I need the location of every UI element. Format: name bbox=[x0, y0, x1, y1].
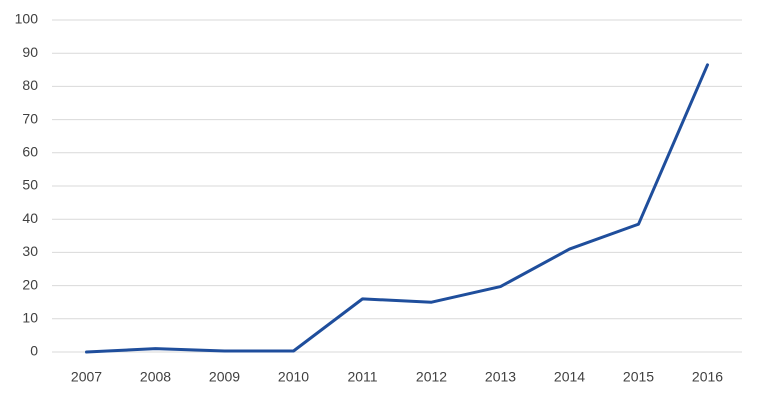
x-tick-label: 2012 bbox=[416, 369, 447, 385]
y-tick-label: 60 bbox=[22, 144, 38, 160]
x-tick-label: 2009 bbox=[209, 369, 240, 385]
x-tick-label: 2015 bbox=[623, 369, 654, 385]
y-tick-label: 90 bbox=[22, 44, 38, 60]
x-tick-label: 2010 bbox=[278, 369, 309, 385]
y-tick-label: 10 bbox=[22, 310, 38, 326]
y-tick-label: 70 bbox=[22, 110, 38, 126]
data-line bbox=[85, 63, 709, 354]
y-tick-label: 30 bbox=[22, 243, 38, 259]
y-tick-label: 100 bbox=[15, 11, 39, 27]
x-tick-label: 2014 bbox=[554, 369, 585, 385]
y-tick-label: 20 bbox=[22, 276, 38, 292]
x-tick-label: 2013 bbox=[485, 369, 516, 385]
x-tick-label: 2007 bbox=[71, 369, 102, 385]
y-tick-label: 40 bbox=[22, 210, 38, 226]
x-tick-label: 2008 bbox=[140, 369, 171, 385]
x-tick-label: 2016 bbox=[692, 369, 723, 385]
x-tick-label: 2011 bbox=[347, 369, 377, 385]
y-tick-label: 80 bbox=[22, 77, 38, 93]
y-tick-label: 50 bbox=[22, 177, 38, 193]
y-tick-label: 0 bbox=[30, 343, 38, 359]
